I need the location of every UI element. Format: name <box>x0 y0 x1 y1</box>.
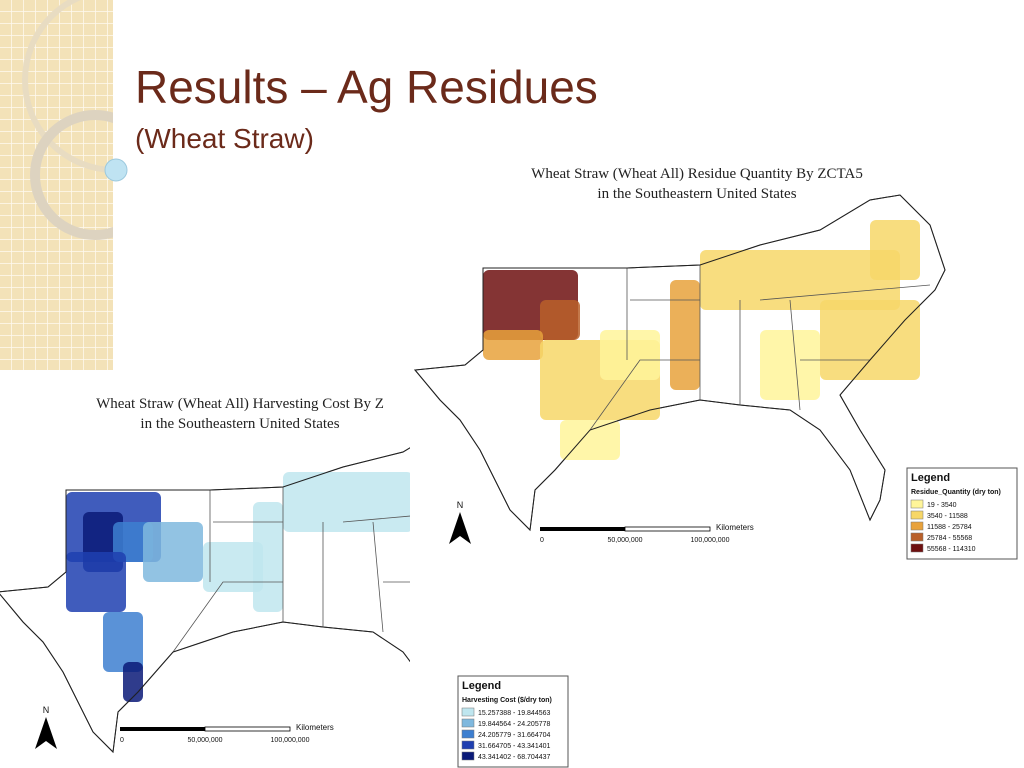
legend-swatch <box>910 532 924 542</box>
legend-label: 55568 - 114310 <box>927 546 976 553</box>
scale-tick: 50,000,000 <box>607 537 642 544</box>
scale-unit: Kilometers <box>716 523 754 532</box>
map-shape <box>0 447 410 754</box>
scale-bar <box>204 726 291 732</box>
legend-field: Residue_Quantity (dry ton) <box>911 489 1001 496</box>
scale-tick: 100,000,000 <box>691 537 730 544</box>
scale-bar <box>120 727 205 731</box>
class-patch <box>700 250 900 310</box>
scale-tick: 50,000,000 <box>187 737 222 744</box>
class-patch <box>103 612 143 672</box>
state-lines <box>172 487 410 653</box>
slide-title: Results – Ag Residues <box>135 61 598 113</box>
legend-box <box>457 675 569 768</box>
class-patch <box>203 542 263 592</box>
scale-unit: Kilometers <box>296 723 334 732</box>
legend-label: 19 - 3540 <box>927 502 957 509</box>
legend-label: 25784 - 55568 <box>927 535 972 542</box>
class-patch <box>143 522 203 582</box>
legend-heading: Legend <box>911 472 950 484</box>
class-patch <box>540 300 580 340</box>
class-patch <box>760 330 820 400</box>
legend-label: 19.844564 - 24.205778 <box>478 721 551 728</box>
class-patch <box>670 280 700 390</box>
legend-swatch <box>461 729 475 739</box>
class-patch <box>283 472 410 532</box>
legend-field: Harvesting Cost ($/dry ton) <box>462 697 552 704</box>
map-cost: Wheat Straw (Wheat All) Harvesting Cost … <box>0 396 569 768</box>
legend-label: 3540 - 11588 <box>927 513 968 520</box>
decoration <box>0 0 113 370</box>
class-patch <box>123 662 143 702</box>
legend-swatch <box>910 543 924 553</box>
legend-label: 15.257388 - 19.844563 <box>478 710 551 717</box>
legend-swatch <box>910 499 924 509</box>
class-patch <box>66 552 126 612</box>
north-label: N <box>43 705 50 715</box>
north-arrow <box>449 512 471 544</box>
legend-box <box>906 467 1018 560</box>
legend-swatch <box>461 751 475 761</box>
map-title: Wheat Straw (Wheat All) Residue Quantity… <box>531 166 863 182</box>
scale-tick: 0 <box>540 537 544 544</box>
legend-label: 43.341402 - 68.704437 <box>478 754 551 761</box>
map-title: in the Southeastern United States <box>140 416 339 432</box>
slide-subtitle: (Wheat Straw) <box>135 123 314 154</box>
north-label: N <box>457 500 464 510</box>
map-title: in the Southeastern United States <box>597 186 796 202</box>
map-area <box>414 194 946 532</box>
legend-swatch <box>910 510 924 520</box>
map-area <box>0 447 410 754</box>
legend-label: 11588 - 25784 <box>927 524 972 531</box>
map-residue: Wheat Straw (Wheat All) Residue Quantity… <box>414 166 1018 560</box>
class-patch <box>870 220 920 280</box>
legend-swatch <box>461 718 475 728</box>
legend-swatch <box>461 707 475 717</box>
north-arrow <box>35 717 57 749</box>
scale-bar <box>624 526 711 532</box>
class-patch <box>560 420 620 460</box>
legend-swatch <box>910 521 924 531</box>
legend-swatch <box>461 740 475 750</box>
class-patch <box>600 330 660 380</box>
legend-label: 31.664705 - 43.341401 <box>478 743 551 750</box>
map-shape <box>414 194 946 532</box>
class-patch <box>483 330 543 360</box>
scale-bar <box>540 527 625 531</box>
region-outline <box>0 447 410 754</box>
scale-tick: 0 <box>120 737 124 744</box>
state-lines <box>589 265 931 431</box>
legend-label: 24.205779 - 31.664704 <box>478 732 551 739</box>
class-patch <box>820 300 920 380</box>
region-outline <box>414 194 946 532</box>
legend-heading: Legend <box>462 680 501 692</box>
map-title: Wheat Straw (Wheat All) Harvesting Cost … <box>96 396 384 412</box>
scale-tick: 100,000,000 <box>271 737 310 744</box>
decor-dot <box>104 158 128 182</box>
